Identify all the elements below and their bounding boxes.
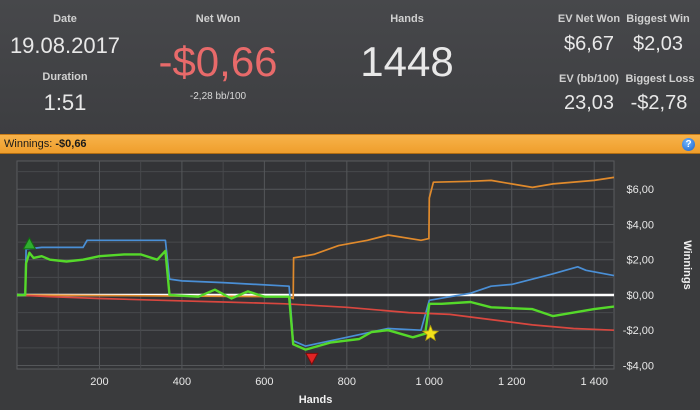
winnings-title-prefix: Winnings: <box>4 138 53 150</box>
net-won-value: -$0,66 <box>158 38 278 85</box>
y-axis-title: Winnings <box>681 240 693 289</box>
winnings-chart[interactable]: $6,00 $4,00 $2,00 $0,00 -$2,00 -$4,00 200 400 60… <box>0 155 700 410</box>
biggest-win-marker <box>22 236 37 250</box>
hands-value: 1448 <box>360 38 454 85</box>
x-tick-label: 400 <box>173 376 191 388</box>
stats-panel: Date 19.08.2017 Duration 1:51 Net Won -$… <box>0 0 700 134</box>
winnings-title-bar: Winnings: -$0,66 ? <box>0 134 700 154</box>
x-tick-label: 1 000 <box>416 376 444 388</box>
y-tick-label: $4,00 <box>626 219 654 231</box>
ev-bb-value: 23,03 <box>563 92 615 114</box>
winnings-title-value: -$0,66 <box>55 138 87 150</box>
y-tick-label: $0,00 <box>626 290 654 302</box>
help-icon[interactable]: ? <box>682 138 695 151</box>
net-won-bb-value: -2,28 bb/100 <box>189 91 247 102</box>
plot-area <box>16 160 615 370</box>
duration-label: Duration <box>42 71 88 83</box>
series-net-won <box>17 249 615 351</box>
series-ev <box>16 176 615 300</box>
biggest-win-value: $2,03 <box>632 33 684 55</box>
y-tick-label: -$4,00 <box>623 360 654 372</box>
date-label: Date <box>53 13 77 25</box>
y-tick-label: $6,00 <box>626 184 654 196</box>
winnings-chart-svg: $6,00 $4,00 $2,00 $0,00 -$2,00 -$4,00 200 400 60… <box>16 160 693 406</box>
x-axis-title: Hands <box>299 394 333 406</box>
ev-bb-label: EV (bb/100) <box>559 73 619 85</box>
series-showdown <box>16 239 615 347</box>
biggest-loss-value: -$2,78 <box>630 92 688 114</box>
x-tick-label: 1 400 <box>580 376 608 388</box>
ev-net-won-value: $6,67 <box>563 33 615 55</box>
net-won-label: Net Won <box>195 13 241 25</box>
date-value: 19.08.2017 <box>9 33 121 58</box>
event-star-marker <box>421 324 440 342</box>
biggest-win-label: Biggest Win <box>626 13 690 25</box>
biggest-loss-label: Biggest Loss <box>625 73 695 85</box>
x-tick-label: 200 <box>90 376 108 388</box>
x-tick-label: 800 <box>338 376 356 388</box>
x-tick-label: 600 <box>255 376 273 388</box>
hands-label: Hands <box>390 13 424 25</box>
winnings-title: Winnings: -$0,66 <box>4 138 87 150</box>
duration-value: 1:51 <box>43 90 87 115</box>
y-tick-label: $2,00 <box>626 255 654 267</box>
biggest-loss-marker <box>304 352 319 366</box>
ev-net-won-label: EV Net Won <box>557 13 621 25</box>
x-tick-label: 1 200 <box>498 376 526 388</box>
series-non-showdown <box>16 294 615 332</box>
y-tick-label: -$2,00 <box>623 325 654 337</box>
